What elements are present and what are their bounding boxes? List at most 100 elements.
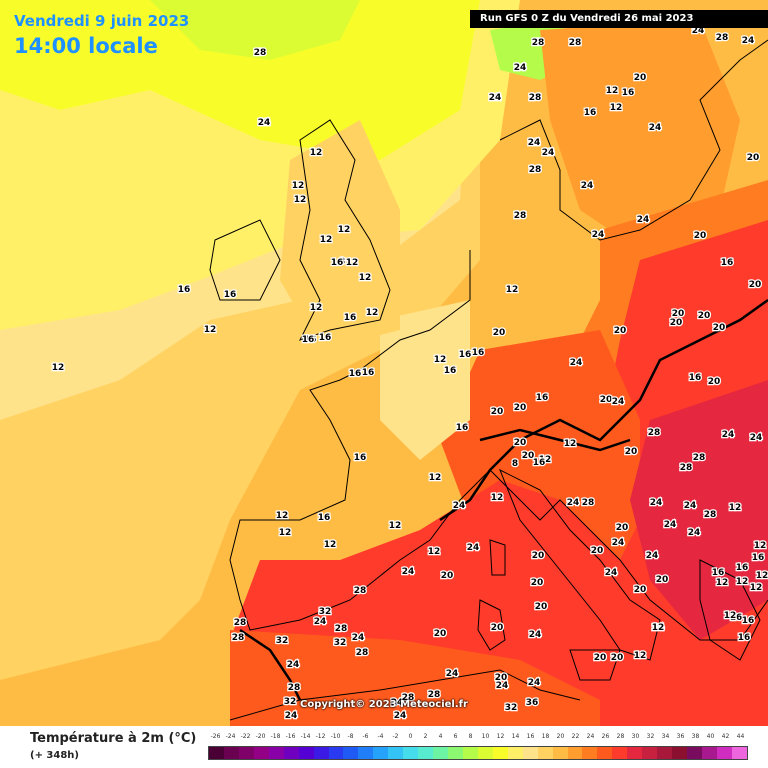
temperature-label: 28	[335, 624, 348, 634]
legend-tick-label: 4	[438, 733, 443, 740]
temperature-label: 24	[567, 498, 580, 508]
temperature-label: 12	[539, 455, 552, 465]
legend-swatch	[448, 747, 463, 759]
legend-tick-label: 26	[601, 733, 610, 740]
legend-swatch	[642, 747, 658, 759]
legend-swatch	[209, 747, 224, 759]
temperature-label: 24	[514, 63, 527, 73]
temperature-label: 12	[652, 623, 665, 633]
temperature-label: 28	[402, 693, 415, 703]
temperature-label: 16	[721, 258, 734, 268]
zone-balkans-hottest	[630, 380, 768, 640]
legend-tick-label: 2	[423, 733, 428, 740]
model-run-banner: Run GFS 0 Z du Vendredi 26 mai 2023	[470, 10, 768, 28]
temperature-label: 20	[670, 318, 683, 328]
temperature-label: 28	[428, 690, 441, 700]
legend-swatch	[373, 747, 389, 759]
legend-swatch	[552, 747, 568, 759]
temperature-label: 24	[581, 181, 594, 191]
temperature-label: 20	[514, 403, 527, 413]
temperature-label: 24	[664, 520, 677, 530]
temperature-label: 16	[362, 368, 375, 378]
legend-title: Température à 2m (°C)	[30, 731, 197, 746]
legend-swatch	[268, 747, 284, 759]
zone-scandinavia-warm	[540, 20, 740, 250]
temperature-label: 12	[750, 583, 763, 593]
temperature-label: 24	[570, 358, 583, 368]
legend-swatch	[582, 747, 598, 759]
forecast-date: Vendredi 9 juin 2023	[14, 12, 190, 30]
temperature-label: 16	[514, 63, 527, 73]
temperature-label: 20	[749, 280, 762, 290]
legend-tick-label: -24	[225, 733, 236, 740]
temperature-label: 16	[331, 258, 344, 268]
temperature-label: 28	[529, 165, 542, 175]
forecast-time: 14:00 locale	[14, 34, 158, 58]
legend-tick-label: -16	[285, 733, 296, 740]
copyright-notice: Copyright© 2023 Meteociel.fr	[300, 699, 468, 710]
legend-tick-label: -18	[270, 733, 281, 740]
temperature-label: 16	[514, 211, 527, 221]
coast-britain	[299, 119, 391, 341]
temperature-label: 12	[320, 235, 333, 245]
temperature-label: 28	[648, 428, 661, 438]
temperature-label: 16	[444, 366, 457, 376]
temperature-label: 16	[302, 335, 315, 345]
temperature-label: 20	[634, 73, 647, 83]
legend-swatch	[403, 747, 419, 759]
legend-tick-label: 42	[721, 733, 730, 740]
temperature-label: 12	[729, 503, 742, 513]
temperature-label: 12	[324, 540, 337, 550]
coast-scandinavia	[499, 39, 768, 241]
temperature-label: 28	[704, 510, 717, 520]
legend-tick-label: 34	[661, 733, 670, 740]
temperature-label: 20	[616, 523, 629, 533]
legend-swatch	[731, 747, 747, 759]
temperature-label: 24	[688, 528, 701, 538]
legend-tick-label: 28	[616, 733, 625, 740]
legend-tick-label: 32	[646, 733, 655, 740]
temperature-label: 20	[514, 438, 527, 448]
legend-swatch	[253, 747, 269, 759]
temperature-label: 16	[536, 393, 549, 403]
legend-tick-label: 6	[453, 733, 458, 740]
temperature-label: 28	[532, 38, 545, 48]
legend-swatch	[627, 747, 643, 759]
temperature-label: 24	[650, 498, 663, 508]
legend-swatch	[238, 747, 254, 759]
legend-swatch	[687, 747, 702, 759]
temperature-label: 24	[258, 118, 271, 128]
temperature-label: 24	[453, 501, 466, 511]
temperature-label: 24	[605, 568, 618, 578]
temperature-label: 20	[491, 407, 504, 417]
temperature-label: 28	[716, 33, 729, 43]
temperature-label: 24	[612, 397, 625, 407]
temperature-label: 12	[434, 355, 447, 365]
legend-color-bar	[208, 746, 748, 760]
temperature-label: 12	[528, 138, 541, 148]
temperature-label: 12	[428, 547, 441, 557]
isotherm-contours	[239, 298, 768, 701]
temperature-label: 20	[441, 571, 454, 581]
temperature-label: 12	[564, 439, 577, 449]
temperature-label: 20	[747, 153, 760, 163]
temperature-label: 28	[693, 453, 706, 463]
temperature-label: 24	[391, 698, 404, 708]
temperature-label: 16	[533, 458, 546, 468]
temperature-label: 12	[569, 38, 582, 48]
legend-tick-label: -10	[330, 733, 341, 740]
temperature-label: 12	[359, 273, 372, 283]
temperature-label: 16	[738, 633, 751, 643]
coast-sicily	[569, 649, 621, 681]
temperature-label: 16	[742, 616, 755, 626]
temperature-label: 12	[506, 285, 519, 295]
temperature-label: 16	[459, 350, 472, 360]
temperature-label: 20	[531, 578, 544, 588]
legend-tick-label: -6	[362, 733, 369, 740]
coast-ireland	[209, 219, 281, 301]
temperature-label: 24	[722, 430, 735, 440]
temperature-label: 12	[756, 571, 768, 581]
temperature-label: 24	[394, 711, 407, 721]
temperature-label: 16	[304, 335, 317, 345]
legend-tick-label: 14	[511, 733, 520, 740]
